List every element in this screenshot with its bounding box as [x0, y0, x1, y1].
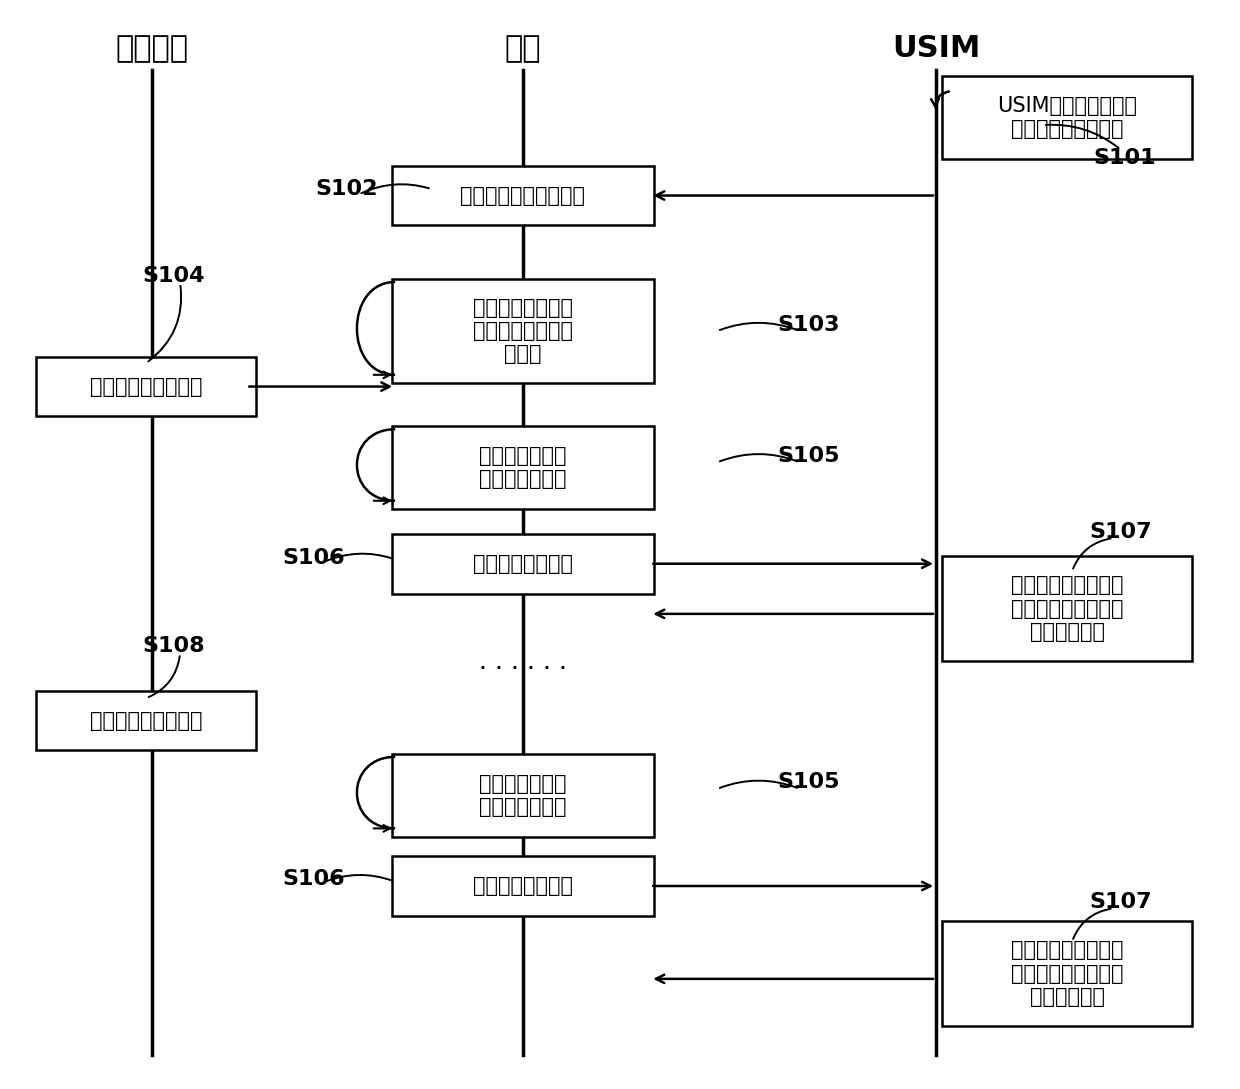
Text: S107: S107	[1090, 892, 1152, 911]
Text: 变更到指定接入技术: 变更到指定接入技术	[89, 377, 202, 396]
Text: S108: S108	[143, 636, 206, 656]
Text: 指定接入技术被切换: 指定接入技术被切换	[89, 711, 202, 731]
FancyBboxPatch shape	[392, 166, 653, 225]
Text: S103: S103	[777, 315, 839, 334]
FancyBboxPatch shape	[942, 921, 1193, 1026]
FancyBboxPatch shape	[942, 556, 1193, 661]
Text: 处理命令，获取事件
和信息，根据需求使
用并返回响应: 处理命令，获取事件 和信息，根据需求使 用并返回响应	[1011, 575, 1123, 641]
Text: S102: S102	[315, 179, 378, 199]
FancyBboxPatch shape	[392, 856, 653, 916]
Text: S105: S105	[777, 445, 839, 466]
Text: S106: S106	[283, 549, 345, 568]
Text: 处理命令，获取事件
和信息，根据需求使
用并返回响应: 处理命令，获取事件 和信息，根据需求使 用并返回响应	[1011, 940, 1123, 1006]
FancyBboxPatch shape	[36, 357, 255, 416]
Text: 生成接入技术变
更事件下载命令: 生成接入技术变 更事件下载命令	[479, 446, 567, 489]
FancyBboxPatch shape	[392, 754, 653, 837]
Text: S106: S106	[283, 869, 345, 889]
Text: S104: S104	[143, 266, 206, 285]
Text: 发送事件下载设置命令: 发送事件下载设置命令	[460, 185, 585, 206]
FancyBboxPatch shape	[942, 76, 1193, 159]
Text: USIM应用产生定义接
入变更事件下载需求: USIM应用产生定义接 入变更事件下载需求	[997, 96, 1137, 139]
Text: 移动网络: 移动网络	[115, 34, 188, 63]
Text: 生成接入技术变
更事件下载命令: 生成接入技术变 更事件下载命令	[479, 773, 567, 817]
Text: 发送事件下载命令: 发送事件下载命令	[472, 876, 573, 896]
FancyBboxPatch shape	[36, 690, 255, 750]
Text: 处理设置命令，得
到设置的事件下载
的条件: 处理设置命令，得 到设置的事件下载 的条件	[472, 298, 573, 364]
Text: S107: S107	[1090, 522, 1152, 541]
Text: S105: S105	[777, 772, 839, 793]
Text: 终端: 终端	[505, 34, 541, 63]
FancyBboxPatch shape	[392, 534, 653, 594]
Text: S101: S101	[1092, 148, 1156, 168]
Text: 发送事件下载命令: 发送事件下载命令	[472, 553, 573, 574]
FancyBboxPatch shape	[392, 426, 653, 510]
FancyBboxPatch shape	[392, 279, 653, 383]
Text: · · · · · ·: · · · · · ·	[479, 658, 567, 682]
Text: USIM: USIM	[892, 34, 980, 63]
